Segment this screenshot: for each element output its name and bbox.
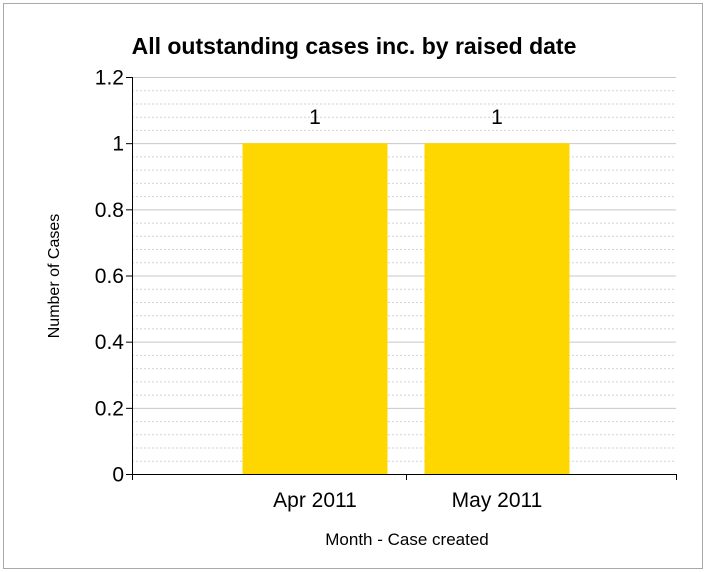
chart-title: All outstanding cases inc. by raised dat… [132,33,577,59]
gridlines [132,78,676,462]
y-tick-label: 0.2 [95,397,124,420]
data-label: 1 [491,106,503,129]
y-tick-label: 0.4 [95,331,125,354]
y-tick-labels: 0 0.2 0.4 0.6 0.8 1 1.2 [95,67,125,487]
y-tick-label: 0.8 [95,199,124,222]
x-tick-label: May 2011 [452,489,543,512]
x-axis-label: Month - Case created [325,530,488,549]
data-label: 1 [309,106,321,129]
axes [126,77,677,480]
y-tick-label: 1 [112,133,124,156]
y-tick-label: 0 [112,464,124,487]
x-tick-labels: Apr 2011 May 2011 [273,489,542,512]
y-axis-label: Number of Cases [46,214,63,339]
bar-chart: All outstanding cases inc. by raised dat… [4,4,704,570]
chart-frame: All outstanding cases inc. by raised dat… [3,3,703,569]
x-tick-label: Apr 2011 [273,489,357,512]
bar-may-2011 [425,143,570,474]
bar-apr-2011 [243,143,388,474]
y-tick-label: 0.6 [95,265,124,288]
y-tick-label: 1.2 [95,67,124,90]
bars [243,143,570,474]
